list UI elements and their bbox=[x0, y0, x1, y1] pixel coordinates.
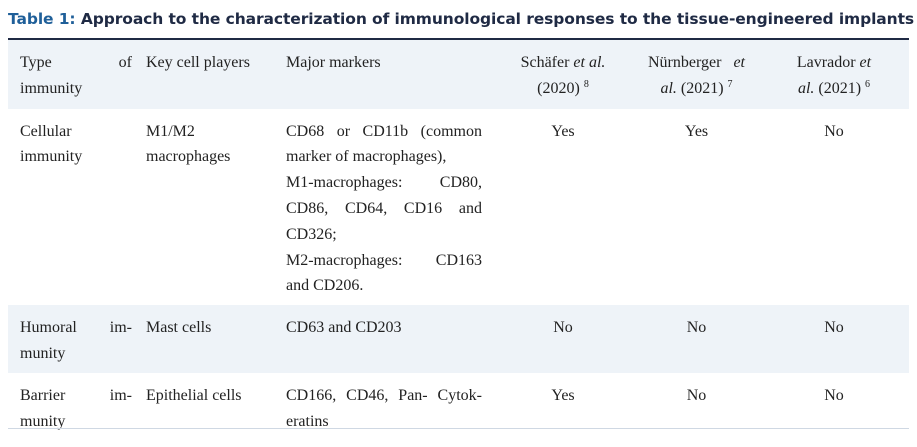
study-2-year: (2021) bbox=[676, 79, 724, 97]
header-markers: Major markers bbox=[278, 40, 492, 109]
table-caption: Table 1: Approach to the characterizatio… bbox=[8, 10, 914, 28]
study-2-etal: et bbox=[733, 54, 745, 71]
marker-line: CD166, CD46, Pan- Cytok- bbox=[286, 386, 482, 404]
row-markers: CD63 and CD203 bbox=[278, 305, 492, 373]
row-type-line: Cellular bbox=[20, 122, 72, 140]
study-2-al: al. bbox=[660, 79, 677, 97]
marker-line: CD68 or CD11b (common bbox=[286, 122, 482, 140]
table-bottom-rule bbox=[8, 428, 909, 429]
study-3-al: al. bbox=[797, 79, 815, 97]
study-3-year: (2021) bbox=[814, 79, 862, 97]
study-1-year: (2020) bbox=[537, 79, 580, 97]
row-type-line: Barrier im- bbox=[20, 386, 132, 404]
row-players: Mast cells bbox=[140, 305, 278, 373]
study-3-etal: et bbox=[859, 54, 872, 71]
row-type: Barrier im- munity bbox=[8, 373, 140, 441]
data-table: Type of immunity Key cell players Major … bbox=[8, 40, 909, 440]
row-players: M1/M2 macrophages bbox=[140, 109, 278, 306]
header-immunity-word: immunity bbox=[20, 79, 83, 97]
row-markers: CD166, CD46, Pan- Cytok- eratins bbox=[278, 373, 492, 441]
row-type: Humoral im- munity bbox=[8, 305, 140, 373]
row-study-2-value: No bbox=[686, 386, 707, 404]
header-row: Type of immunity Key cell players Major … bbox=[8, 40, 909, 109]
row-type: Cellular immunity bbox=[8, 109, 140, 306]
row-markers: CD68 or CD11b (common marker of macropha… bbox=[278, 109, 492, 306]
study-3-name: Lavrador bbox=[796, 54, 860, 71]
row-study-3-value: No bbox=[824, 386, 844, 404]
row-players-line: Epithelial cells bbox=[146, 386, 242, 404]
marker-line: M1-macrophages: CD80, bbox=[286, 174, 482, 192]
marker-line: eratins bbox=[286, 412, 329, 430]
row-study-1-value: Yes bbox=[551, 122, 575, 140]
caption-rule bbox=[8, 38, 909, 40]
marker-line: and CD206. bbox=[286, 277, 364, 295]
header-study-2: Nürnberger et al. (2021) 7 bbox=[634, 40, 759, 109]
marker-line: CD63 and CD203 bbox=[286, 319, 402, 337]
row-study-3-value: No bbox=[824, 122, 844, 140]
marker-line: CD326; bbox=[286, 225, 337, 243]
header-type-word: Type bbox=[20, 54, 52, 71]
table-label: Table 1: bbox=[8, 10, 76, 28]
study-2-ref: 7 bbox=[727, 78, 733, 90]
study-1-ref: 8 bbox=[583, 78, 589, 90]
row-type-line: munity bbox=[20, 344, 66, 362]
row-study-1-value: Yes bbox=[551, 386, 575, 404]
row-study-1-value: No bbox=[492, 305, 634, 373]
header-players: Key cell players bbox=[140, 40, 278, 109]
marker-line: marker of macrophages), bbox=[286, 148, 447, 166]
study-3-ref: 6 bbox=[865, 78, 871, 90]
table-row: Cellular immunity M1/M2 macrophages CD68… bbox=[8, 109, 909, 306]
marker-line: CD86, CD64, CD16 and bbox=[286, 199, 482, 217]
row-players-line: Mast cells bbox=[146, 319, 212, 337]
row-type-line: munity bbox=[20, 412, 66, 430]
row-players-line: macrophages bbox=[146, 148, 231, 166]
row-study-2-value: Yes bbox=[684, 122, 709, 140]
row-players: Epithelial cells bbox=[140, 373, 278, 441]
row-type-line: Humoral im- bbox=[20, 319, 132, 337]
header-of-word: of bbox=[118, 54, 132, 71]
header-study-1: Schäfer et al. (2020) 8 bbox=[492, 40, 634, 109]
study-1-name: Schäfer bbox=[520, 54, 574, 71]
table-title: Approach to the characterization of immu… bbox=[75, 10, 915, 28]
row-players-line: M1/M2 bbox=[146, 122, 195, 140]
row-study-2-value: No bbox=[634, 305, 759, 373]
study-1-etal: et al. bbox=[573, 54, 606, 71]
table-row: Humoral im- munity Mast cells CD63 and C… bbox=[8, 305, 909, 373]
header-study-3: Lavrador et al. (2021) 6 bbox=[759, 40, 909, 109]
table-row: Barrier im- munity Epithelial cells CD16… bbox=[8, 373, 909, 441]
row-study-3-value: No bbox=[759, 305, 909, 373]
row-type-line: immunity bbox=[20, 148, 83, 166]
study-2-name: Nürnberger bbox=[648, 54, 722, 71]
header-type: Type of immunity bbox=[8, 40, 140, 109]
marker-line: M2-macrophages: CD163 bbox=[286, 251, 482, 269]
